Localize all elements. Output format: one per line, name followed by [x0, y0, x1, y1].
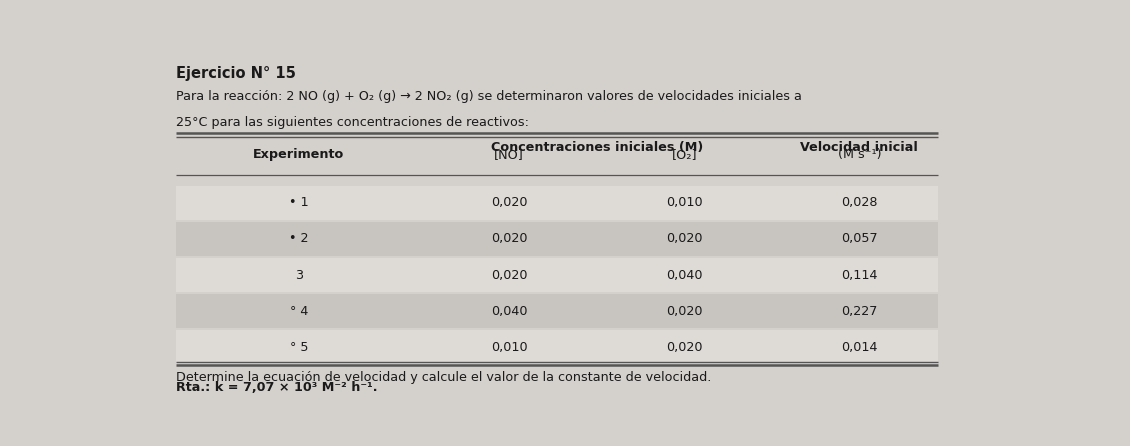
Text: Ejercicio N° 15: Ejercicio N° 15: [176, 66, 296, 81]
Text: • 1: • 1: [289, 196, 308, 210]
Text: 0,020: 0,020: [666, 305, 703, 318]
Text: 0,020: 0,020: [490, 268, 528, 281]
Text: 0,057: 0,057: [841, 232, 878, 245]
Text: 0,028: 0,028: [841, 196, 878, 210]
Text: • 2: • 2: [289, 232, 308, 245]
Bar: [176, 186, 938, 220]
Text: 0,010: 0,010: [666, 196, 703, 210]
Text: 0,010: 0,010: [490, 341, 528, 354]
Text: (M s⁻¹): (M s⁻¹): [837, 149, 881, 161]
Text: Velocidad inicial: Velocidad inicial: [800, 141, 919, 154]
Text: ° 5: ° 5: [289, 341, 308, 354]
Text: [NO]: [NO]: [494, 149, 524, 161]
Text: 25°C para las siguientes concentraciones de reactivos:: 25°C para las siguientes concentraciones…: [176, 116, 529, 129]
Text: 0,020: 0,020: [490, 196, 528, 210]
Text: 0,020: 0,020: [666, 341, 703, 354]
Text: Para la reacción: 2 NO (g) + O₂ (g) → 2 NO₂ (g) se determinaron valores de veloc: Para la reacción: 2 NO (g) + O₂ (g) → 2 …: [176, 90, 802, 103]
Text: ° 4: ° 4: [289, 305, 308, 318]
Text: 0,114: 0,114: [841, 268, 878, 281]
Bar: [176, 294, 938, 328]
Bar: [176, 222, 938, 256]
Bar: [176, 330, 938, 364]
Text: 0,227: 0,227: [841, 305, 878, 318]
Text: Determine la ecuación de velocidad y calcule el valor de la constante de velocid: Determine la ecuación de velocidad y cal…: [176, 371, 712, 384]
Text: Rta.: k = 7,07 × 10³ M⁻² h⁻¹.: Rta.: k = 7,07 × 10³ M⁻² h⁻¹.: [176, 380, 377, 393]
Text: 0,020: 0,020: [490, 232, 528, 245]
Bar: [176, 258, 938, 293]
Text: 0,040: 0,040: [490, 305, 528, 318]
Text: [O₂]: [O₂]: [671, 149, 697, 161]
Text: 0,014: 0,014: [841, 341, 878, 354]
Text: 0,040: 0,040: [666, 268, 703, 281]
Text: Experimento: Experimento: [253, 149, 345, 161]
Text: Concentraciones iniciales (M): Concentraciones iniciales (M): [490, 141, 703, 154]
Text: 0,020: 0,020: [666, 232, 703, 245]
Text: 3: 3: [295, 268, 303, 281]
